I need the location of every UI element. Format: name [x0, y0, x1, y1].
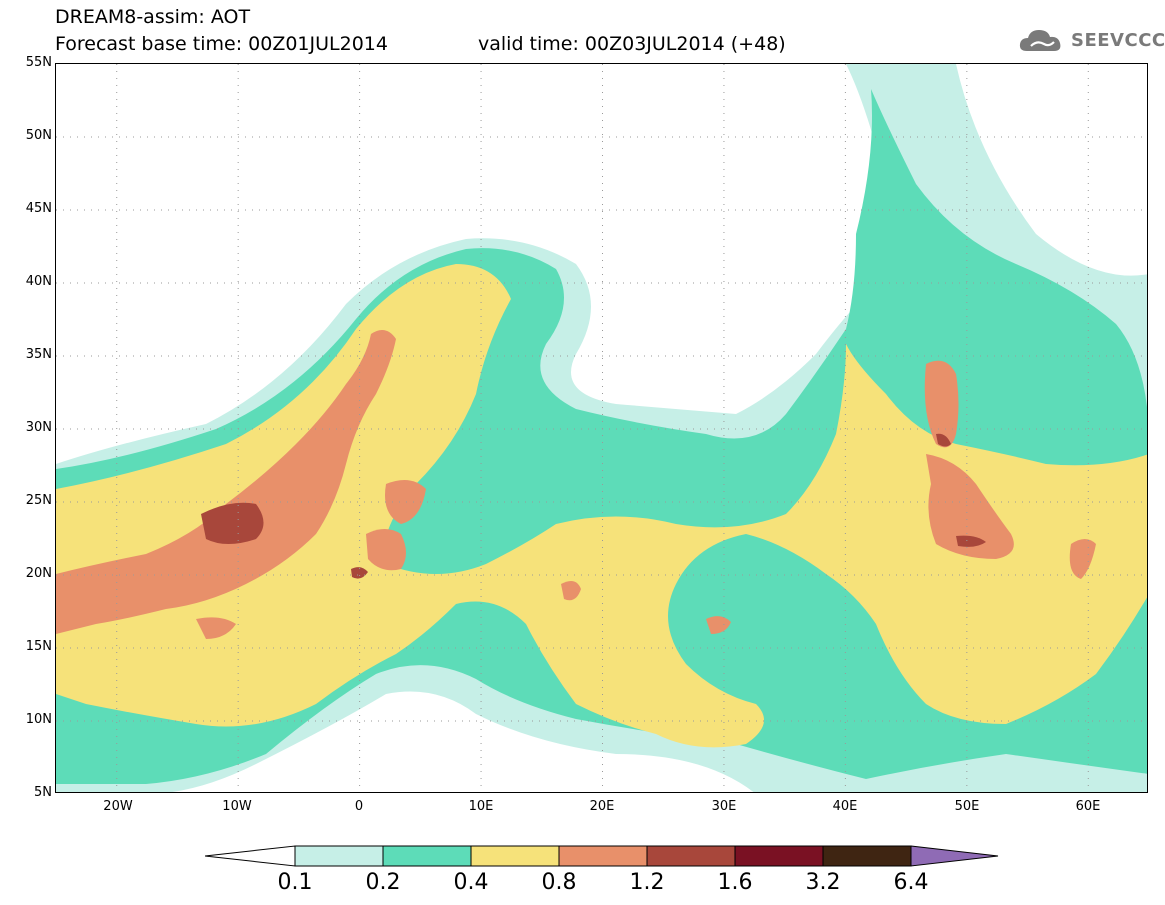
lon-label-20e: 20E [589, 799, 615, 814]
lon-label-50e: 50E [954, 799, 980, 814]
lat-label-25n: 25N [25, 493, 52, 508]
colorbar-label-1.2: 1.2 [629, 870, 665, 895]
aot-0.4-band [56, 264, 1147, 748]
lat-label-45n: 45N [25, 201, 52, 216]
colorbar-segment-0.1 [294, 845, 384, 867]
colorbar-label-1.6: 1.6 [717, 870, 753, 895]
lon-label-10w: 10W [222, 799, 252, 814]
cloud-icon [1019, 30, 1061, 51]
colorbar-segment-1.2 [646, 845, 736, 867]
map-canvas [56, 64, 1147, 792]
lon-label-60e: 60E [1075, 799, 1101, 814]
lat-label-40n: 40N [25, 274, 52, 289]
aot-1.2-band [351, 567, 368, 579]
colorbar-label-3.2: 3.2 [805, 870, 841, 895]
aot-0.8-band [56, 330, 396, 634]
lat-label-20n: 20N [25, 566, 52, 581]
aot-0.8-patch [926, 454, 1014, 559]
forecast-base-time: Forecast base time: 00Z01JUL2014 [55, 33, 388, 55]
colorbar-label-0.8: 0.8 [541, 870, 577, 895]
lon-label-0: 0 [354, 799, 364, 814]
lon-label-40e: 40E [832, 799, 858, 814]
colorbar-segment-0.2 [382, 845, 472, 867]
colorbar-low-arrow [205, 845, 296, 867]
aot-1.2-band [956, 535, 986, 547]
colorbar-segment-0.8 [558, 845, 648, 867]
seevccc-logo: SEEVCCC [1017, 24, 1165, 56]
colorbar-segment-0.4 [470, 845, 560, 867]
aot-map [55, 63, 1148, 793]
lat-label-15n: 15N [25, 639, 52, 654]
lon-label-30e: 30E [711, 799, 737, 814]
lat-label-35n: 35N [25, 347, 52, 362]
aot-0.8-patch [924, 360, 959, 448]
map-title: DREAM8-assim: AOT [55, 6, 251, 28]
aot-1.2-band [936, 433, 951, 447]
aot-1.2-band [201, 502, 264, 544]
aot-0.8-patch [561, 580, 581, 601]
colorbar-label-0.1: 0.1 [277, 870, 313, 895]
colorbar-label-0.4: 0.4 [453, 870, 489, 895]
aot-0.8-patch [366, 529, 406, 571]
aot-0.8-patch [1069, 539, 1096, 579]
lat-label-5n: 5N [34, 785, 52, 800]
aot-0.8-patch [196, 617, 236, 639]
colorbar-label-0.2: 0.2 [365, 870, 401, 895]
lat-label-55n: 55N [25, 55, 52, 70]
graticule [56, 64, 1147, 792]
colorbar-segment-1.6 [734, 845, 824, 867]
aot-0.8-patch [706, 616, 731, 634]
lon-label-10e: 10E [468, 799, 494, 814]
lat-label-10n: 10N [25, 712, 52, 727]
colorbar-high-arrow [910, 845, 999, 867]
colorbar [205, 845, 999, 867]
lat-label-50n: 50N [25, 128, 52, 143]
lon-label-20w: 20W [103, 799, 133, 814]
colorbar-segment-3.2 [822, 845, 912, 867]
valid-time: valid time: 00Z03JUL2014 (+48) [478, 33, 786, 55]
logo-text: SEEVCCC [1071, 29, 1165, 51]
aot-0.8-patch [385, 480, 426, 524]
colorbar-label-6.4: 6.4 [893, 870, 929, 895]
lat-label-30n: 30N [25, 420, 52, 435]
